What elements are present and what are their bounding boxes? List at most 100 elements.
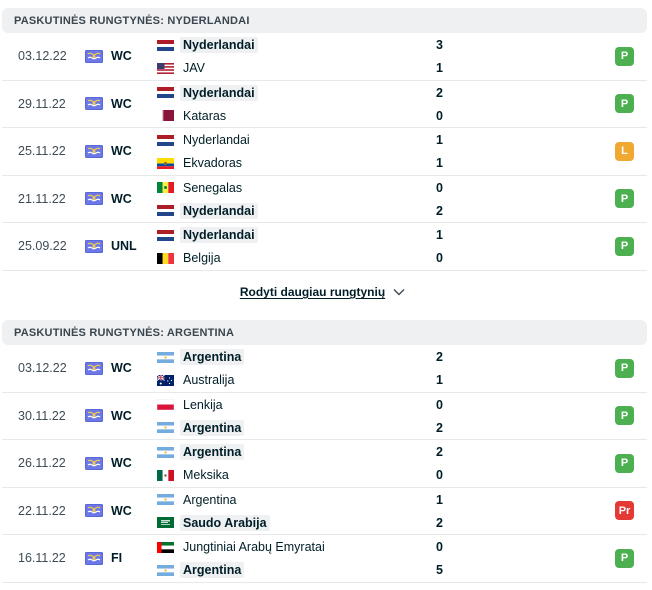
- match-list: 03.12.22 WC Argentina 2 Australija 1 P 30.11.22…: [2, 345, 647, 583]
- team-name: Argentina: [180, 349, 245, 365]
- team-home: Argentina 2: [157, 347, 447, 367]
- team-name: Nyderlandai: [180, 227, 258, 243]
- be-flag-icon: [157, 252, 174, 264]
- au-flag-icon: [157, 374, 174, 386]
- nl-flag-icon: [157, 39, 174, 51]
- team-home: Nyderlandai 2: [157, 83, 447, 103]
- teams: Nyderlandai 1 Belgija 0: [157, 223, 447, 270]
- section-argentina: PASKUTINĖS RUNGTYNĖS: ARGENTINA 03.12.22…: [2, 320, 647, 583]
- match-date: 25.11.22: [18, 144, 66, 159]
- team-score: 0: [436, 540, 443, 554]
- match-date: 22.11.22: [18, 503, 66, 518]
- team-score: 1: [436, 373, 443, 387]
- team-score: 3: [436, 38, 443, 52]
- competition-label: WC: [111, 361, 132, 376]
- team-score: 2: [436, 203, 443, 218]
- team-away: Belgija 0: [157, 248, 447, 268]
- team-score: 2: [436, 515, 443, 530]
- team-score: 2: [436, 420, 443, 435]
- team-away: Kataras 0: [157, 106, 447, 126]
- competition-label: WC: [111, 144, 132, 159]
- team-score: 1: [436, 228, 443, 242]
- teams: Nyderlandai 2 Kataras 0: [157, 81, 447, 128]
- team-score: 2: [436, 445, 443, 459]
- team-name: Nyderlandai: [180, 84, 258, 101]
- team-home: Argentina 1: [157, 490, 447, 510]
- result-badge: P: [615, 236, 634, 256]
- teams: Argentina 2 Australija 1: [157, 345, 447, 392]
- nl-flag-icon: [157, 87, 174, 98]
- mx-flag-icon: [157, 469, 174, 481]
- ar-flag-icon: [157, 446, 174, 458]
- match-row[interactable]: 30.11.22 WC Lenkija 0 Argentina 2 P: [2, 393, 647, 440]
- competition-label: WC: [111, 456, 132, 471]
- show-more-matches-link[interactable]: Rodyti daugiau rungtynių: [0, 280, 645, 304]
- competition-label: FI: [111, 551, 123, 566]
- result-badge: P: [615, 406, 634, 426]
- match-date: 16.11.22: [18, 551, 66, 566]
- team-name: Lenkija: [183, 397, 223, 412]
- match-row[interactable]: 25.09.22 UNL Nyderlandai 1 Belgija 0 P: [2, 223, 647, 271]
- team-home: Argentina 2: [157, 442, 447, 462]
- us-flag-icon: [157, 62, 174, 74]
- match-row[interactable]: 29.11.22 WC Nyderlandai 2 Kataras 0 P: [2, 81, 647, 128]
- match-row[interactable]: 26.11.22 WC Argentina 2 Meksika 0 P: [2, 440, 647, 488]
- sa-flag-icon: [157, 517, 174, 528]
- team-away: Nyderlandai 2: [157, 201, 447, 221]
- result-badge: P: [615, 94, 634, 114]
- team-away: Saudo Arabija 2: [157, 513, 447, 533]
- team-name: Meksika: [183, 468, 229, 482]
- match-row[interactable]: 25.11.22 WC Nyderlandai 1 Ekvadoras 1 L: [2, 128, 647, 176]
- team-score: 1: [436, 492, 443, 507]
- match-date: 26.11.22: [18, 456, 66, 471]
- team-name: Jungtiniai Arabų Emyratai: [183, 540, 325, 554]
- match-row[interactable]: 03.12.22 WC Nyderlandai 3 JAV 1 P: [2, 33, 647, 81]
- team-score: 2: [436, 85, 443, 100]
- match-date: 21.11.22: [18, 191, 66, 206]
- team-score: 0: [436, 180, 443, 195]
- competition-label: WC: [111, 191, 132, 206]
- ar-flag-icon: [157, 351, 174, 363]
- result-badge: P: [615, 453, 634, 473]
- match-row[interactable]: 16.11.22 FI Jungtiniai Arabų Emyratai 0 Arge…: [2, 535, 647, 583]
- competition-icon: [85, 239, 103, 253]
- competition-icon: [85, 97, 103, 111]
- competition-label: WC: [111, 408, 132, 423]
- match-row[interactable]: 03.12.22 WC Argentina 2 Australija 1 P: [2, 345, 647, 393]
- nl-flag-icon: [157, 205, 174, 216]
- match-date: 03.12.22: [18, 361, 67, 376]
- team-score: 2: [436, 350, 443, 364]
- match-row[interactable]: 21.11.22 WC Senegalas 0 Nyderlandai 2 P: [2, 176, 647, 223]
- team-score: 1: [436, 61, 443, 75]
- competition-icon: [85, 409, 103, 423]
- team-name: Belgija: [183, 251, 221, 265]
- section-netherlands: PASKUTINĖS RUNGTYNĖS: NYDERLANDAI 03.12.…: [2, 8, 647, 271]
- ar-flag-icon: [157, 422, 174, 433]
- sn-flag-icon: [157, 182, 174, 193]
- competition-icon: [85, 361, 103, 375]
- team-name: Nyderlandai: [183, 133, 250, 147]
- competition-label: WC: [111, 96, 132, 111]
- teams: Nyderlandai 1 Ekvadoras 1: [157, 128, 447, 175]
- section-title: PASKUTINĖS RUNGTYNĖS: NYDERLANDAI: [14, 14, 250, 27]
- team-away: Ekvadoras 1: [157, 153, 447, 173]
- team-name: Argentina: [180, 562, 245, 578]
- competition-label: UNL: [111, 239, 137, 254]
- section-title: PASKUTINĖS RUNGTYNĖS: ARGENTINA: [14, 326, 235, 339]
- section-header: PASKUTINĖS RUNGTYNĖS: NYDERLANDAI: [2, 8, 647, 33]
- ar-flag-icon: [157, 564, 174, 576]
- competition-icon: [85, 49, 103, 63]
- team-name: Australija: [183, 373, 235, 387]
- section-header: PASKUTINĖS RUNGTYNĖS: ARGENTINA: [2, 320, 647, 345]
- team-away: Argentina 5: [157, 560, 447, 580]
- team-home: Lenkija 0: [157, 395, 447, 415]
- match-row[interactable]: 22.11.22 WC Argentina 1 Saudo Arabija 2 Pr: [2, 488, 647, 535]
- teams: Lenkija 0 Argentina 2: [157, 393, 447, 440]
- match-date: 03.12.22: [18, 49, 67, 64]
- teams: Senegalas 0 Nyderlandai 2: [157, 176, 447, 223]
- competition-icon: [85, 456, 103, 470]
- result-badge: P: [615, 189, 634, 209]
- match-date: 25.09.22: [18, 239, 67, 254]
- team-name: Argentina: [180, 419, 245, 436]
- result-badge: L: [615, 141, 634, 161]
